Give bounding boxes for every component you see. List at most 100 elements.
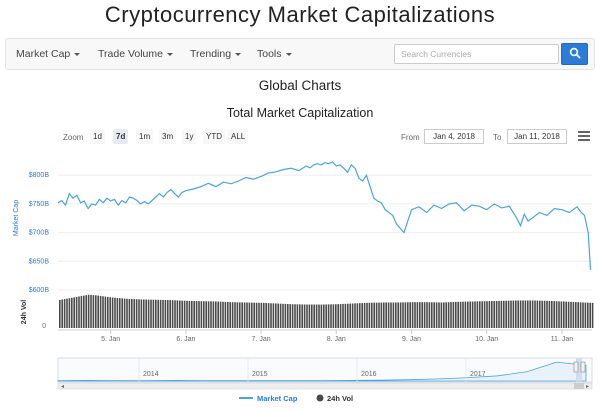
navigator-scrollbar[interactable] — [57, 382, 593, 390]
volume-bar — [404, 302, 407, 328]
volume-bar — [241, 302, 243, 328]
volume-bar — [572, 301, 575, 328]
volume-bar — [567, 301, 570, 328]
volume-bar — [416, 302, 419, 328]
volume-bar — [591, 302, 594, 328]
navigator-right-handle[interactable] — [580, 361, 586, 373]
volume-bar — [126, 298, 128, 328]
volume-bar — [121, 298, 123, 328]
volume-bar — [371, 302, 373, 328]
volume-bar — [423, 302, 426, 328]
volume-bar — [119, 298, 121, 328]
volume-bar — [296, 304, 299, 328]
navigator-selection[interactable] — [576, 358, 582, 382]
navigator-year-label: 2015 — [252, 371, 268, 378]
volume-bar — [258, 302, 260, 328]
volume-bar — [565, 301, 567, 328]
volume-bar — [272, 303, 275, 328]
x-tick-label: 8. Jan — [327, 336, 346, 343]
volume-bar — [63, 299, 66, 328]
legend-market-cap[interactable]: Market Cap — [257, 394, 298, 403]
navigator-scrollbar-thumb[interactable] — [574, 383, 584, 389]
volume-bar — [553, 301, 555, 328]
volume-bar — [138, 299, 140, 328]
volume-bar — [529, 300, 531, 328]
nav-market-cap[interactable]: Market Cap — [16, 39, 81, 69]
volume-bar — [111, 297, 114, 328]
zoom-ytd-button[interactable]: YTD — [203, 129, 225, 144]
volume-bar — [229, 302, 231, 328]
volume-bar — [311, 304, 313, 328]
volume-bar — [265, 303, 267, 328]
volume-bar — [541, 300, 543, 328]
nav-trending[interactable]: Trending — [190, 39, 242, 69]
volume-bar — [143, 299, 145, 328]
volume-bar — [337, 304, 339, 328]
zoom-1m-button[interactable]: 1m — [136, 129, 154, 144]
nav-trade-volume-label: Trade Volume — [98, 48, 163, 60]
zoom-all-button[interactable]: ALL — [228, 129, 249, 144]
volume-bar — [59, 299, 61, 328]
nav-tools[interactable]: Tools — [257, 39, 292, 69]
volume-bar — [85, 295, 87, 328]
volume-bar — [421, 302, 423, 328]
volume-bar — [207, 301, 210, 328]
volume-bar — [443, 302, 445, 328]
volume-bar — [546, 300, 548, 328]
search-icon — [569, 47, 581, 59]
volume-bar — [301, 304, 303, 328]
volume-bar — [527, 300, 529, 328]
zoom-7d-button[interactable]: 7d — [113, 129, 129, 144]
volume-bar — [203, 301, 205, 328]
volume-bar — [80, 296, 83, 328]
volume-bar — [239, 302, 241, 328]
volume-bar — [183, 300, 186, 328]
volume-bar — [61, 299, 63, 328]
to-date-input[interactable] — [507, 129, 567, 144]
volume-bar — [359, 303, 361, 328]
nav-trade-volume[interactable]: Trade Volume — [98, 39, 173, 69]
volume-bar — [263, 302, 265, 328]
volume-bar — [260, 302, 263, 328]
volume-bar — [503, 300, 505, 328]
volume-bar — [320, 304, 323, 328]
volume-bar — [519, 300, 522, 328]
zoom-1d-button[interactable]: 1d — [90, 129, 105, 144]
hamburger-menu-icon[interactable] — [578, 131, 590, 142]
to-label: To — [493, 133, 502, 142]
chevron-down-icon — [285, 52, 292, 56]
search-button[interactable] — [561, 43, 588, 65]
volume-bar — [135, 299, 138, 328]
volume-bar — [347, 303, 349, 328]
volume-bar — [219, 301, 222, 328]
volume-bar — [150, 299, 152, 328]
scroll-right-arrow-icon[interactable]: ▸ — [586, 384, 589, 390]
search-input[interactable] — [394, 44, 559, 64]
navigator-year-label: 2017 — [470, 371, 486, 378]
zoom-3m-button[interactable]: 3m — [159, 129, 177, 144]
scroll-left-arrow-icon[interactable]: ◂ — [61, 384, 64, 390]
volume-bar — [392, 302, 395, 328]
volume-bar — [315, 304, 318, 328]
from-date-input[interactable] — [424, 129, 484, 144]
volume-bar — [587, 302, 589, 328]
navigator-left-handle[interactable] — [573, 361, 579, 373]
x-tick-label: 6. Jan — [176, 336, 195, 343]
volume-bar — [303, 304, 306, 328]
volume-bar — [368, 302, 371, 328]
volume-bar — [251, 302, 253, 328]
volume-bar — [431, 302, 433, 328]
volume-bar — [327, 304, 330, 328]
volume-bar — [380, 302, 383, 328]
volume-bar — [188, 300, 191, 328]
volume-bar — [246, 302, 248, 328]
volume-bar — [318, 304, 320, 328]
volume-bar — [428, 302, 431, 328]
legend-volume[interactable]: 24h Vol — [327, 394, 353, 403]
volume-bar — [243, 302, 246, 328]
volume-bar — [162, 299, 164, 328]
volume-bar — [174, 300, 176, 328]
volume-bar — [71, 297, 73, 328]
zoom-1y-button[interactable]: 1y — [182, 129, 197, 144]
